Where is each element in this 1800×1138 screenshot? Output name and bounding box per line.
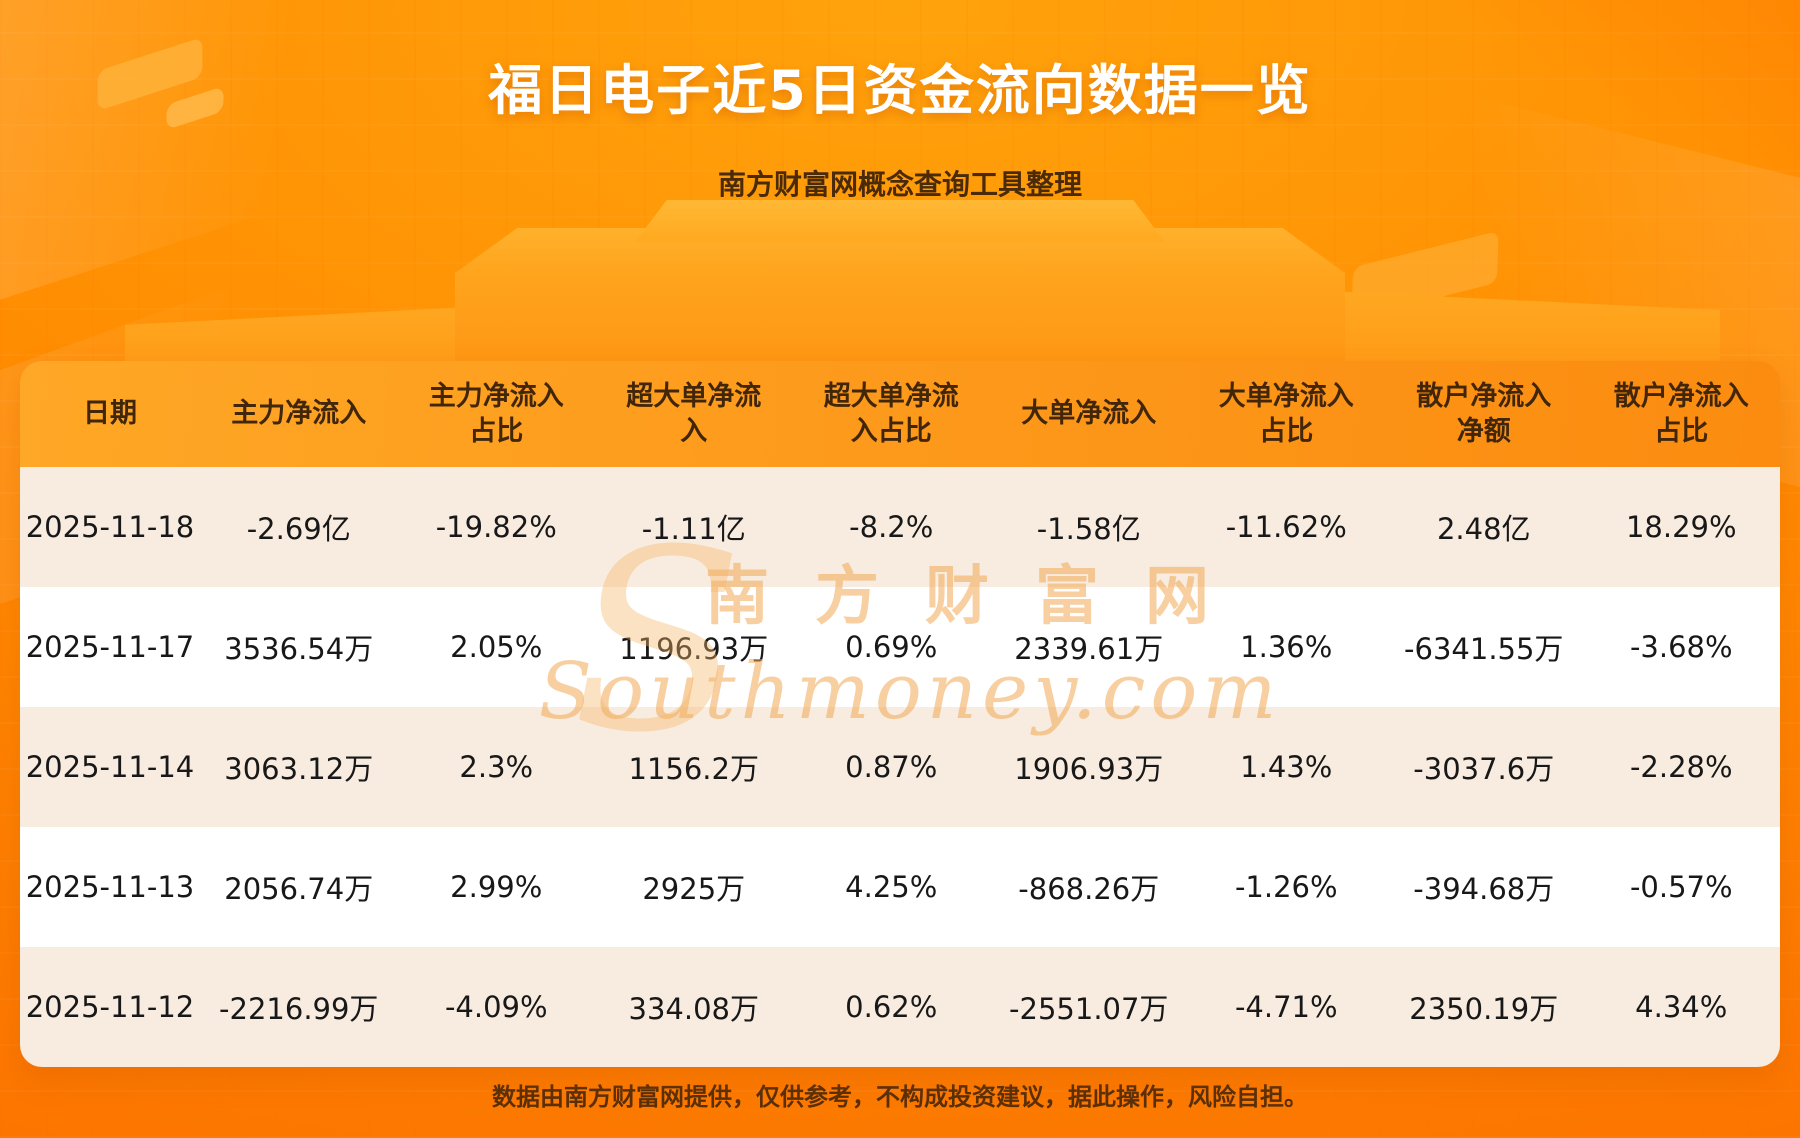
value-cell: 3536.54万 xyxy=(224,632,374,666)
page-header: 福日电子近5日资金流向数据一览 南方财富网概念查询工具整理 xyxy=(0,46,1800,203)
value-cell: 3063.12万 xyxy=(224,752,374,786)
value-cell: -4.09% xyxy=(444,990,548,1024)
value-cell: -2216.99万 xyxy=(219,992,379,1026)
value-cell: 2925万 xyxy=(642,872,746,906)
value-cell: 2056.74万 xyxy=(224,872,374,906)
value-cell: 2350.19万 xyxy=(1409,992,1559,1026)
value-cell: -19.82% xyxy=(435,510,557,544)
value-cell: 4.34% xyxy=(1635,990,1728,1024)
date-cell: 2025-11-18 xyxy=(25,510,195,544)
table-row: 2025-11-14 3063.12万 2.3% 1156.2万 0.87% 1906.9… xyxy=(20,707,1780,827)
column-header: 散户净流入 净额 xyxy=(1416,380,1552,447)
value-cell: 0.62% xyxy=(845,990,938,1024)
table-row: 2025-11-12 -2216.99万 -4.09% 334.08万 0.62% -25… xyxy=(20,947,1780,1067)
value-cell: -394.68万 xyxy=(1413,872,1555,906)
value-cell: 2.48亿 xyxy=(1436,512,1531,546)
column-header: 主力净流入 占比 xyxy=(428,380,564,447)
date-cell: 2025-11-17 xyxy=(25,630,195,664)
value-cell: 1156.2万 xyxy=(628,752,759,786)
value-cell: 4.25% xyxy=(845,870,938,904)
value-cell: 0.69% xyxy=(845,630,938,664)
value-cell: 2.3% xyxy=(459,750,534,784)
value-cell: 1.43% xyxy=(1240,750,1333,784)
value-cell: -1.26% xyxy=(1234,870,1338,904)
date-cell: 2025-11-12 xyxy=(25,990,195,1024)
column-header: 超大单净流 入 xyxy=(626,380,762,447)
value-cell: 1196.93万 xyxy=(619,632,769,666)
value-cell: 0.87% xyxy=(845,750,938,784)
value-cell: -0.57% xyxy=(1629,870,1733,904)
fund-flow-table: 日期 主力净流入 主力净流入 占比 超大单净流 入超大单净流 入占比 大单净流入 大单净流… xyxy=(20,361,1780,1067)
value-cell: 334.08万 xyxy=(628,992,759,1026)
value-cell: 1906.93万 xyxy=(1014,752,1164,786)
decor-blob xyxy=(1351,230,1499,320)
value-cell: -1.11亿 xyxy=(641,512,746,546)
page-title: 福日电子近5日资金流向数据一览 xyxy=(488,59,1312,122)
table-row: 2025-11-17 3536.54万 2.05% 1196.93万 0.69% 2339… xyxy=(20,587,1780,707)
value-cell: 2339.61万 xyxy=(1014,632,1164,666)
column-header: 散户净流入 占比 xyxy=(1613,380,1749,447)
column-header: 日期 xyxy=(83,398,137,430)
date-cell: 2025-11-14 xyxy=(25,750,195,784)
value-cell: -2551.07万 xyxy=(1009,992,1169,1026)
value-cell: 1.36% xyxy=(1240,630,1333,664)
value-cell: 18.29% xyxy=(1625,510,1737,544)
value-cell: 2.05% xyxy=(450,630,543,664)
page-subtitle: 南方财富网概念查询工具整理 xyxy=(717,168,1082,201)
column-header: 超大单净流 入占比 xyxy=(823,380,959,447)
column-header: 大单净流入 占比 xyxy=(1218,380,1354,447)
value-cell: -11.62% xyxy=(1225,510,1347,544)
date-cell: 2025-11-13 xyxy=(25,870,195,904)
value-cell: -1.58亿 xyxy=(1036,512,1141,546)
column-header: 主力净流入 xyxy=(231,398,367,430)
value-cell: -3.68% xyxy=(1629,630,1733,664)
table-row: 2025-11-18 -2.69亿 -19.82% -1.11亿 -8.2% -1.58亿… xyxy=(20,467,1780,587)
value-cell: -2.69亿 xyxy=(246,512,351,546)
table-row: 2025-11-13 2056.74万 2.99% 2925万 4.25% -868.26… xyxy=(20,827,1780,947)
value-cell: -8.2% xyxy=(849,510,934,544)
table-body: 2025-11-18 -2.69亿 -19.82% -1.11亿 -8.2% -1.58亿… xyxy=(20,467,1780,1067)
podium-center-top xyxy=(635,200,1165,242)
value-cell: 2.99% xyxy=(450,870,543,904)
value-cell: -3037.6万 xyxy=(1413,752,1555,786)
table-header-row: 日期 主力净流入 主力净流入 占比 超大单净流 入超大单净流 入占比 大单净流入 大单净流… xyxy=(20,361,1780,467)
column-header: 大单净流入 xyxy=(1021,398,1157,430)
disclaimer-text: 数据由南方财富网提供，仅供参考，不构成投资建议，据此操作，风险自担。 xyxy=(492,1083,1308,1111)
value-cell: -2.28% xyxy=(1629,750,1733,784)
value-cell: -6341.55万 xyxy=(1404,632,1564,666)
value-cell: -868.26万 xyxy=(1018,872,1160,906)
value-cell: -4.71% xyxy=(1234,990,1338,1024)
podium-center xyxy=(455,228,1345,378)
